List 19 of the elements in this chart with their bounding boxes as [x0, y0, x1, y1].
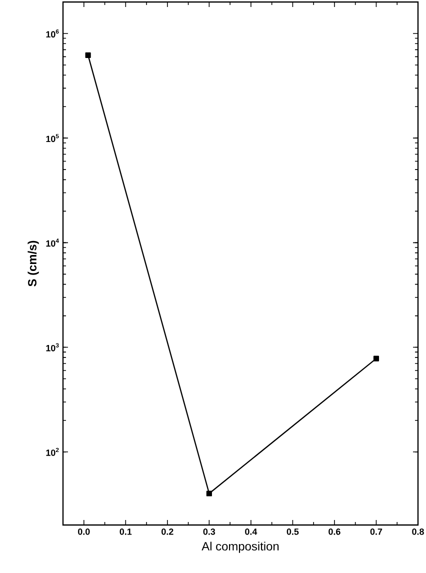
- y-tick-label: 10$^{2}$: [46, 448, 59, 456]
- x-tick-label: 0.3: [203, 528, 216, 535]
- point: [85, 52, 91, 58]
- x-tick-label: 0.7: [370, 528, 382, 535]
- point: [206, 490, 212, 496]
- x-axis-title: Al composition: [202, 542, 279, 553]
- y-tick-label: 10$^{5}$: [46, 134, 59, 142]
- x-tick-label: 0.8: [412, 528, 424, 535]
- x-tick-label: 0.6: [328, 528, 340, 535]
- y-tick-label: 10$^{3}$: [46, 343, 59, 352]
- x-tick-label: 0.1: [120, 528, 132, 535]
- y-tick-label: 10$^{4}$: [46, 238, 59, 247]
- y-axis-title: S (cm/s): [28, 240, 39, 286]
- x-tick-label: 0.4: [245, 528, 258, 535]
- point: [373, 356, 380, 362]
- y-tick-label: 10$^{6}$: [46, 29, 59, 38]
- x-tick-label: 0.5: [286, 528, 299, 535]
- x-tick-label: 0.0: [78, 528, 90, 535]
- x-tick-label: 0.2: [162, 528, 174, 535]
